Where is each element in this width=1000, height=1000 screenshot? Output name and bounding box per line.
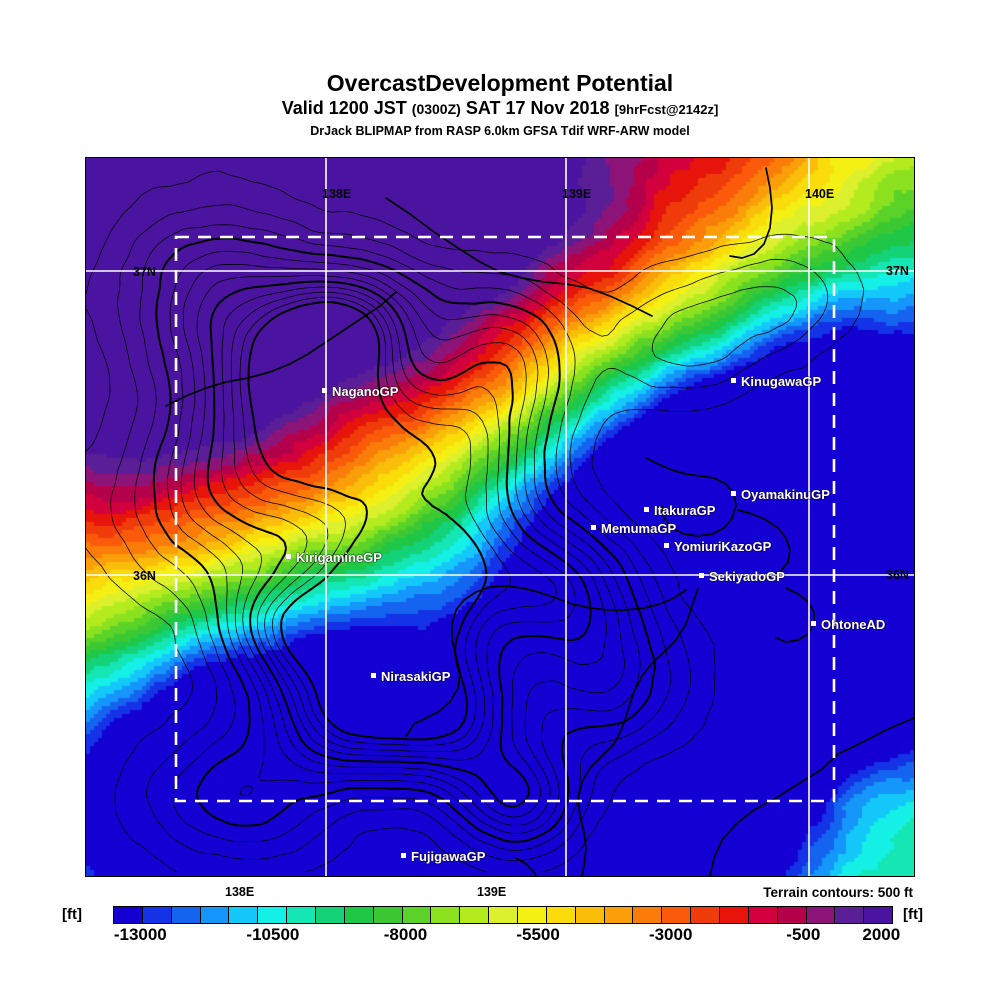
colorbar-tick-3: -5500 — [516, 925, 560, 944]
colorbar-tick-5: -500 — [786, 925, 821, 944]
model-source-line: DrJack BLIPMAP from RASP 6.0km GFSA Tdif… — [310, 124, 690, 138]
colorbar-swatch-6 — [287, 907, 317, 923]
colorbar-swatch-15 — [546, 907, 576, 923]
station-label: NirasakiGP — [381, 669, 451, 685]
station-marker-kirigaminegp[interactable]: KirigamineGP — [286, 550, 382, 564]
colorbar-swatch-24 — [806, 907, 836, 923]
station-label: OyamakinuGP — [741, 487, 830, 503]
colorbar-swatch-9 — [373, 907, 403, 923]
station-dot-icon — [664, 543, 669, 549]
station-label: MemumaGP — [601, 521, 677, 537]
colorbar-swatch-21 — [720, 907, 749, 923]
station-dot-icon — [644, 507, 649, 513]
station-marker-naganogp[interactable]: NaganoGP — [322, 384, 398, 398]
station-dot-icon — [731, 378, 736, 384]
station-label: SekiyadoGP — [709, 569, 785, 585]
colorbar-swatch-11 — [431, 907, 461, 923]
station-marker-nirasakigp[interactable]: NirasakiGP — [371, 669, 450, 683]
colorbar-swatch-4 — [229, 907, 259, 923]
colorbar-swatch-16 — [575, 907, 605, 923]
colorbar-swatch-0 — [114, 907, 143, 923]
colorbar-swatch-26 — [864, 907, 893, 923]
grid-label-139e-bottom: 139E — [477, 885, 507, 899]
station-marker-yomiurikazogp[interactable]: YomiuriKazoGP — [664, 539, 771, 553]
station-label: KinugawaGP — [741, 374, 822, 390]
station-dot-icon — [811, 621, 816, 627]
station-marker-ohtonead[interactable]: OhtoneAD — [811, 617, 885, 631]
colorbar-tick-6: 2000 — [862, 925, 901, 944]
colorbar-swatch-19 — [662, 907, 692, 923]
grid-label-140e-top: 140E — [805, 187, 835, 201]
grid-label-36n-right: 36N — [886, 568, 909, 582]
colorbar-tick-1: -10500 — [246, 925, 300, 944]
station-marker-memumagp[interactable]: MemumaGP — [591, 521, 676, 535]
colorbar-swatch-1 — [142, 907, 172, 923]
valid-time-line: Valid 1200 JST (0300Z) SAT 17 Nov 2018 [… — [0, 96, 1000, 122]
station-dot-icon — [401, 853, 406, 859]
station-marker-itakuragp[interactable]: ItakuraGP — [644, 503, 715, 517]
colorbar-swatch-14 — [518, 907, 547, 923]
station-label: NaganoGP — [332, 384, 399, 400]
station-marker-sekiyadogp[interactable]: SekiyadoGP — [699, 569, 785, 583]
station-marker-oyamakinugp[interactable]: OyamakinuGP — [731, 487, 830, 501]
station-label: ItakuraGP — [654, 503, 716, 519]
grid-label-37n-left: 37N — [133, 265, 156, 279]
station-dot-icon — [322, 388, 327, 394]
terrain-contour-note: Terrain contours: 500 ft — [763, 885, 913, 900]
colorbar[interactable] — [113, 906, 893, 924]
colorbar-swatch-8 — [344, 907, 374, 923]
colorbar-tick-2: -8000 — [383, 925, 428, 944]
colorbar-swatch-10 — [402, 907, 432, 923]
colorbar-swatch-3 — [200, 907, 230, 923]
map-frame[interactable]: 138E 139E 140E 37N 36N NaganoGP KinugawaG… — [85, 157, 915, 877]
colorbar-unit-right: [ft] — [903, 906, 923, 923]
colorbar-unit-left: [ft] — [62, 906, 82, 923]
colorbar-swatch-5 — [258, 907, 288, 923]
title-block: OvercastDevelopment Potential Valid 1200… — [0, 70, 1000, 140]
station-marker-fujigawagp[interactable]: FujigawaGP — [401, 849, 485, 863]
station-dot-icon — [371, 673, 376, 679]
colorbar-swatch-12 — [460, 907, 490, 923]
forecast-tag: [9hrFcst@2142z] — [614, 102, 719, 117]
colorbar-swatch-17 — [604, 907, 634, 923]
colorbar-swatch-13 — [489, 907, 519, 923]
colorbar-swatch-23 — [777, 907, 807, 923]
station-label: FujigawaGP — [411, 849, 486, 865]
colorbar-swatch-25 — [835, 907, 865, 923]
grid-label-37n-right: 37N — [886, 264, 909, 278]
station-dot-icon — [731, 491, 736, 497]
grid-label-138e-top: 138E — [322, 187, 352, 201]
colorbar-swatch-7 — [316, 907, 345, 923]
station-marker-kinugawagp[interactable]: KinugawaGP — [731, 374, 821, 388]
colorbar-swatch-2 — [171, 907, 201, 923]
valid-time-utc: (0300Z) — [411, 101, 461, 117]
grid-label-139e-top: 139E — [562, 187, 592, 201]
station-dot-icon — [699, 573, 704, 579]
station-label: YomiuriKazoGP — [674, 539, 772, 555]
station-label: OhtoneAD — [821, 617, 886, 633]
colorbar-swatch-18 — [633, 907, 663, 923]
station-dot-icon — [591, 525, 596, 531]
station-dot-icon — [286, 554, 291, 560]
overcast-potential-heatmap[interactable] — [86, 158, 914, 876]
colorbar-swatches[interactable] — [113, 906, 893, 924]
grid-label-138e-bottom: 138E — [225, 885, 255, 899]
colorbar-tick-4: -3000 — [648, 925, 693, 944]
colorbar-tick-0: -13000 — [113, 925, 167, 944]
colorbar-swatch-22 — [748, 907, 778, 923]
valid-date: SAT 17 Nov 2018 — [465, 98, 610, 118]
grid-label-36n-left: 36N — [133, 569, 156, 583]
page-title: OvercastDevelopment Potential — [326, 70, 674, 96]
colorbar-swatch-20 — [691, 907, 721, 923]
valid-time-prefix: Valid 1200 JST — [281, 98, 407, 118]
station-label: KirigamineGP — [296, 550, 382, 566]
